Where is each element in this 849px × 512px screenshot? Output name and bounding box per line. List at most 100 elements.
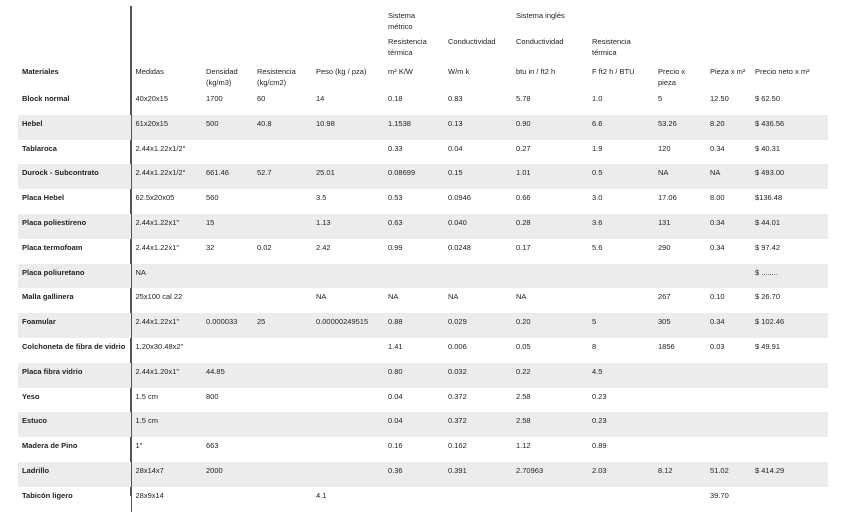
cell: $ 493.00 xyxy=(751,164,828,190)
cell: 5.78 xyxy=(516,94,531,103)
cell: 267 xyxy=(658,292,671,302)
cell: NA xyxy=(131,263,202,289)
cell xyxy=(253,213,312,239)
cell: 5.6 xyxy=(592,242,603,252)
cell: 2.44x1.20x1" xyxy=(131,362,202,388)
cell: $ ........ xyxy=(751,263,828,289)
cell xyxy=(253,6,312,34)
cell: 661.46 xyxy=(202,164,253,190)
cell xyxy=(706,362,751,388)
cell: Block normal xyxy=(18,90,132,115)
cell xyxy=(706,34,751,64)
cell: Sistema métrico xyxy=(388,11,416,31)
cell: 0.08699 xyxy=(384,164,444,190)
cell: NA xyxy=(654,164,706,190)
cell: 2.58 xyxy=(516,391,531,401)
header-row: Resistencia térmica Conductividad Conducti… xyxy=(18,34,828,64)
cell: 28x9x14 xyxy=(135,490,164,500)
cell: 0.04 xyxy=(448,143,463,153)
cell: Colchoneta de fibra de vidrio xyxy=(18,337,132,363)
data-row: Placa poliestireno 2.44x1.22x1" 15 1.13 0.63… xyxy=(18,213,828,239)
cell xyxy=(706,388,751,413)
cell xyxy=(444,6,512,34)
cell: 0.80 xyxy=(384,362,444,388)
cell xyxy=(654,362,706,388)
cell: 17.06 xyxy=(658,193,677,203)
cell: Resistencia (kg/cm2) xyxy=(257,67,296,87)
cell: 0.5 xyxy=(588,164,654,190)
cell xyxy=(706,437,751,462)
cell xyxy=(706,6,751,34)
cell: 0.17 xyxy=(516,242,531,252)
cell xyxy=(202,140,253,165)
cell xyxy=(444,487,512,512)
cell: 0.34 xyxy=(710,143,725,153)
cell: 0.15 xyxy=(444,164,512,190)
cell: Foamular xyxy=(18,313,132,338)
cell: 6.6 xyxy=(588,114,654,140)
cell: 8.20 xyxy=(706,114,751,140)
cell: Medidas xyxy=(135,67,164,76)
cell xyxy=(131,34,202,64)
cell xyxy=(706,412,751,438)
data-row: Colchoneta de fibra de vidrio 1.20x30.48x… xyxy=(18,337,828,363)
cell: Conductividad xyxy=(448,37,496,46)
cell: 0.27 xyxy=(516,143,531,153)
cell: 25.01 xyxy=(312,164,384,190)
cell xyxy=(202,487,253,512)
cell: Peso (kg / pza) xyxy=(316,67,367,76)
cell: Placa fibra vidrio xyxy=(18,362,132,388)
data-row: Malla gallinera 25x100 cal 22 NA NA NA NA 267 0… xyxy=(18,288,828,314)
cell xyxy=(312,338,384,363)
cell: 0.22 xyxy=(512,362,588,388)
cell: Pieza x m² xyxy=(710,67,746,76)
cell xyxy=(202,263,253,289)
cell: 14 xyxy=(316,94,325,103)
cell xyxy=(512,263,588,289)
cell: 0.28 xyxy=(512,213,588,239)
header-row: Sistema métrico Sistema inglés xyxy=(18,6,828,34)
cell: 0.23 xyxy=(592,391,607,401)
cell xyxy=(312,388,384,413)
data-row: Hebel 61x20x15 500 40.8 10.98 1.1538 0.13 0.90 6… xyxy=(18,114,828,140)
cell: 52.7 xyxy=(253,164,312,190)
cell: Malla gallinera xyxy=(18,288,132,314)
data-row: Yeso 1.5 cm 800 0.04 0.372 2.58 0.23 xyxy=(18,387,828,413)
cell: 0.032 xyxy=(444,362,512,388)
data-row: Placa termofoam 2.44x1.22x1" 32 0.02 2.42 0.9… xyxy=(18,238,828,264)
cell: 51.02 xyxy=(706,461,751,487)
cell: NA xyxy=(316,292,327,302)
cell xyxy=(751,34,828,64)
cell xyxy=(384,263,444,289)
cell xyxy=(312,140,384,165)
cell: 2.44x1.22x1/2" xyxy=(131,164,202,190)
data-row: Durock - Subcontrato 2.44x1.22x1/2" 661.46… xyxy=(18,164,828,190)
cell: Densidad (kg/m3) xyxy=(206,67,238,87)
cell: $ 436.56 xyxy=(751,114,828,140)
cell: Resistencia térmica xyxy=(388,37,427,57)
cell: 2.70963 xyxy=(512,461,588,487)
cell: 0.040 xyxy=(444,213,512,239)
cell: $136.48 xyxy=(755,193,783,203)
cell: 0.66 xyxy=(516,193,531,203)
cell xyxy=(312,437,384,462)
cell: 39.70 xyxy=(710,490,729,500)
cell: $ 102.46 xyxy=(751,313,828,338)
cell: 0.83 xyxy=(448,94,463,103)
cell: Conductividad xyxy=(516,37,564,46)
cell: 0.18 xyxy=(388,94,403,103)
cell: 1.0 xyxy=(592,94,603,103)
cell xyxy=(312,263,384,289)
cell xyxy=(654,412,706,438)
cell xyxy=(654,34,706,64)
cell: 0.89 xyxy=(592,441,607,451)
cell: 131 xyxy=(654,213,706,239)
cell xyxy=(253,412,312,438)
cell: 1.9 xyxy=(592,143,603,153)
cell: $ 97.42 xyxy=(755,242,781,252)
cell: 0.04 xyxy=(388,391,403,401)
cell: 663 xyxy=(206,441,219,451)
cell xyxy=(202,288,253,313)
cell: 0.000033 xyxy=(202,313,253,338)
data-row: Foamular 2.44x1.22x1" 0.000033 25 0.00000249… xyxy=(18,313,828,338)
